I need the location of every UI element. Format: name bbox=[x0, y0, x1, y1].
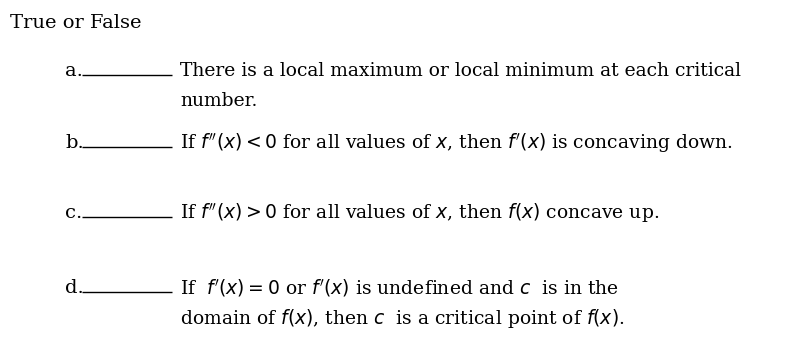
Text: If $f''(x)<0$ for all values of $x$, then $f'(x)$ is concaving down.: If $f''(x)<0$ for all values of $x$, the… bbox=[180, 131, 733, 155]
Text: a.: a. bbox=[65, 62, 83, 80]
Text: d.: d. bbox=[65, 279, 84, 297]
Text: If $f''(x)>0$ for all values of $x$, then $f(x)$ concave up.: If $f''(x)>0$ for all values of $x$, the… bbox=[180, 201, 659, 225]
Text: True or False: True or False bbox=[10, 14, 142, 32]
Text: c.: c. bbox=[65, 204, 82, 222]
Text: There is a local maximum or local minimum at each critical: There is a local maximum or local minimu… bbox=[180, 62, 741, 80]
Text: b.: b. bbox=[65, 134, 84, 152]
Text: domain of $f(x)$, then $c$  is a critical point of $f(x)$.: domain of $f(x)$, then $c$ is a critical… bbox=[180, 307, 634, 330]
Text: number.: number. bbox=[180, 92, 258, 110]
Text: If  $f'(x)=0$ or $f'(x)$ is undefined and $c$  is in the: If $f'(x)=0$ or $f'(x)$ is undefined and… bbox=[180, 277, 619, 299]
